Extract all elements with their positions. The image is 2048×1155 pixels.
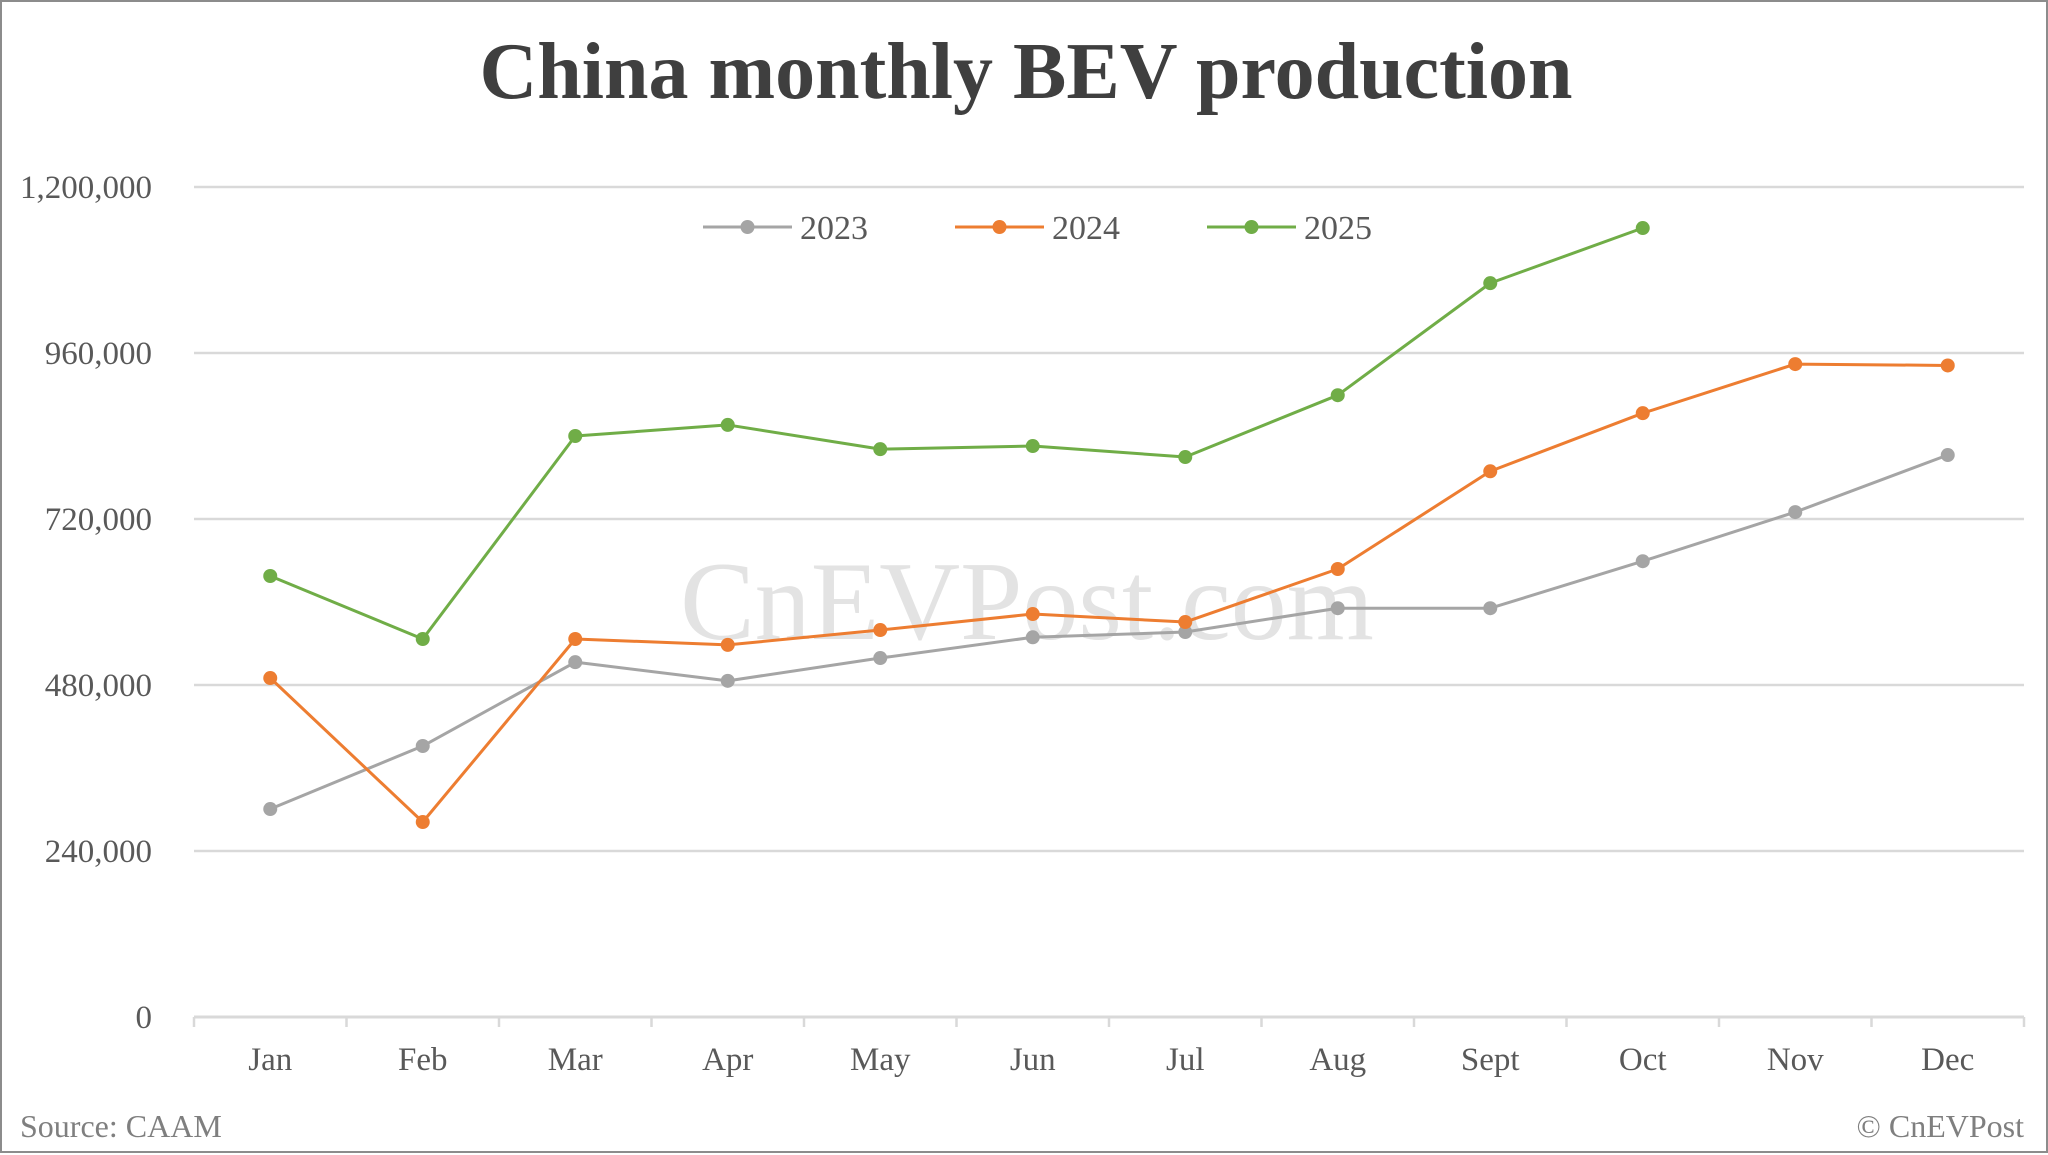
watermark: CnEVPost.com [680, 540, 1374, 664]
data-point-marker[interactable] [1330, 601, 1345, 616]
legend-marker-icon [740, 220, 755, 234]
x-tick-label: Aug [1309, 1042, 1366, 1078]
x-tick-label: Mar [548, 1042, 603, 1078]
y-axis: 0 240,000 480,000 720,000 960,000 1,200,000 [20, 170, 152, 1036]
legend-item-2024[interactable]: 2024 [955, 210, 1120, 247]
legend-marker-icon [992, 220, 1007, 234]
data-point-marker[interactable] [720, 673, 735, 688]
x-tick-label: Feb [398, 1042, 448, 1078]
data-point-marker[interactable] [568, 655, 583, 670]
x-tick-label: Dec [1921, 1042, 1974, 1078]
data-point-marker[interactable] [1178, 625, 1193, 640]
data-point-marker[interactable] [1940, 448, 1955, 463]
data-point-marker[interactable] [263, 802, 278, 817]
series-2023 [263, 448, 1955, 817]
gridlines [194, 185, 2024, 853]
data-point-marker[interactable] [263, 671, 278, 686]
x-tick-label: Nov [1767, 1042, 1824, 1078]
data-point-marker[interactable] [1025, 607, 1040, 622]
source-note: Source: CAAM [20, 1108, 222, 1144]
data-point-marker[interactable] [415, 632, 430, 647]
data-point-marker[interactable] [873, 651, 888, 666]
x-tick-label: May [850, 1042, 911, 1078]
data-point-marker[interactable] [1330, 562, 1345, 577]
x-tick-label: Jan [248, 1042, 292, 1078]
x-tick-label: Sept [1461, 1042, 1520, 1078]
legend-label: 2023 [800, 210, 868, 247]
x-axis: Jan Feb Mar Apr May Jun Jul Aug Sept Oct Nov Dec [192, 1015, 2026, 1078]
data-point-marker[interactable] [1330, 388, 1345, 403]
data-point-marker[interactable] [1178, 615, 1193, 630]
data-point-marker[interactable] [1940, 358, 1955, 373]
data-point-marker[interactable] [1788, 357, 1803, 372]
data-point-marker[interactable] [1483, 464, 1498, 479]
series-2024 [263, 357, 1955, 830]
data-point-marker[interactable] [720, 417, 735, 432]
data-point-marker[interactable] [1025, 630, 1040, 645]
data-point-marker[interactable] [415, 739, 430, 754]
series-line [269, 453, 1949, 811]
data-point-marker[interactable] [1635, 406, 1650, 421]
y-tick-label: 240,000 [45, 834, 152, 870]
legend-label: 2025 [1304, 210, 1372, 247]
data-point-marker[interactable] [415, 815, 430, 830]
data-point-marker[interactable] [873, 442, 888, 457]
data-point-marker[interactable] [1483, 276, 1498, 291]
data-point-marker[interactable] [568, 632, 583, 647]
data-point-marker[interactable] [873, 623, 888, 638]
y-tick-label: 1,200,000 [20, 170, 152, 206]
legend-marker-icon [1244, 220, 1259, 234]
data-point-marker[interactable] [1635, 221, 1650, 236]
x-tick-label: Jul [1166, 1042, 1205, 1078]
legend-label: 2024 [1052, 210, 1120, 247]
data-point-marker[interactable] [568, 429, 583, 443]
y-tick-label: 0 [136, 1000, 153, 1036]
data-point-marker[interactable] [720, 637, 735, 652]
x-tick-label: Apr [702, 1042, 753, 1078]
copyright-note: © CnEVPost [1857, 1108, 2025, 1144]
series-line [269, 226, 1644, 641]
legend: 2023 2024 2025 [703, 210, 1372, 247]
x-tick-label: Oct [1619, 1042, 1667, 1078]
data-point-marker[interactable] [1635, 554, 1650, 569]
legend-item-2023[interactable]: 2023 [703, 210, 868, 247]
y-tick-label: 720,000 [45, 502, 152, 538]
data-point-marker[interactable] [263, 568, 278, 583]
series-line [269, 362, 1948, 824]
data-point-marker[interactable] [1788, 505, 1803, 520]
x-tick-label: Jun [1010, 1042, 1056, 1078]
legend-item-2025[interactable]: 2025 [1207, 210, 1372, 247]
y-tick-label: 960,000 [45, 336, 152, 372]
series-2025 [263, 221, 1650, 647]
y-tick-label: 480,000 [45, 668, 152, 704]
data-point-marker[interactable] [1025, 439, 1040, 454]
data-series [263, 221, 1955, 830]
data-point-marker[interactable] [1483, 601, 1498, 616]
data-point-marker[interactable] [1178, 450, 1193, 465]
chart-title: China monthly BEV production [480, 28, 1573, 116]
